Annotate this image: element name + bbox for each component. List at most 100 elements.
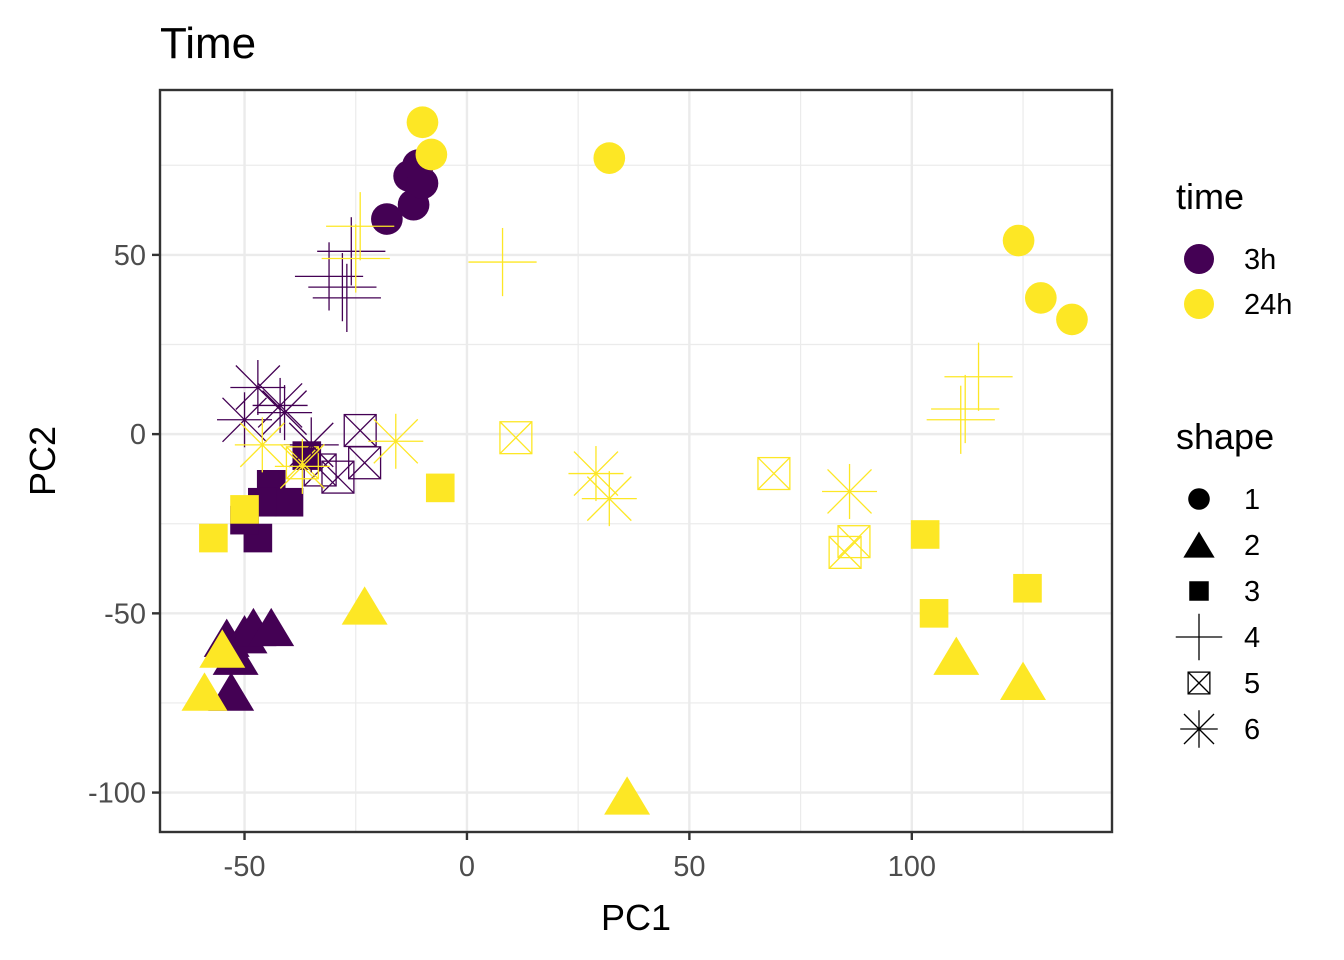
data-point-shape-1-24h	[1002, 224, 1035, 257]
data-point-shape-2-24h	[341, 586, 388, 625]
data-point-shape-4-3h	[317, 217, 386, 286]
box	[499, 421, 533, 455]
data-point-shape-4-3h	[312, 263, 381, 333]
data-point-shape-4-24h	[944, 342, 1013, 411]
data-point-shape-1-3h	[371, 203, 403, 235]
legend-shape-title: shape	[1176, 416, 1274, 457]
data-point-shape-2-24h	[604, 776, 651, 815]
legend-color-key-3h	[1184, 244, 1214, 274]
data-point-shape-4-24h	[931, 374, 1000, 444]
data-point-shape-3-3h	[292, 441, 322, 470]
y-axis: -100 -50 0 50	[88, 240, 160, 810]
data-point-shape-4-24h	[468, 227, 537, 297]
box	[348, 446, 382, 480]
data-point-shape-1-24h	[1024, 282, 1057, 314]
data-point-shape-1-24h	[415, 138, 448, 171]
data-point-shape-1-24h	[1056, 303, 1088, 336]
data-point-shape-3-3h	[274, 487, 304, 517]
box	[757, 456, 791, 491]
legend-shape-label: 3	[1244, 576, 1260, 608]
data-point-shape-4-24h	[326, 192, 395, 261]
legend-shape-key-6	[1180, 710, 1218, 748]
asterisk-stroke	[222, 397, 267, 443]
y-axis-title: PC2	[22, 426, 63, 496]
x-tick-label: -50	[224, 851, 266, 883]
y-tick-label: 0	[130, 419, 146, 451]
asterisk-stroke	[239, 422, 285, 468]
box-diagonal	[828, 535, 862, 569]
legend-shape-label: 6	[1244, 714, 1260, 746]
data-point-shape-6-3h	[217, 392, 273, 448]
data-point-shape-1-3h	[406, 167, 439, 200]
legend-shape-label: 5	[1244, 668, 1260, 700]
data-point-shape-5-24h	[837, 525, 871, 559]
data-point-shape-1-24h	[406, 106, 439, 139]
x-axis: -50 0 50 100	[224, 832, 936, 883]
legend-shape-label: 1	[1244, 484, 1260, 516]
box	[837, 525, 871, 559]
legend-shape-key-2	[1183, 531, 1215, 558]
box	[321, 460, 355, 494]
x-tick-label: 50	[673, 851, 705, 883]
legend-shape-key-3	[1189, 581, 1209, 601]
data-point-shape-2-3h	[248, 607, 295, 647]
legend-shape-entries: 1 2 3 4 5 6	[1175, 484, 1260, 748]
box-diagonal	[499, 421, 533, 455]
asterisk-stroke	[235, 365, 281, 410]
data-point-shape-6-3h	[283, 417, 339, 473]
data-point-shape-5-24h	[757, 456, 791, 491]
asterisk-stroke	[827, 469, 872, 514]
data-point-shape-4-24h	[926, 385, 995, 454]
data-point-shape-3-24h	[425, 473, 455, 503]
data-point-shape-3-24h	[230, 495, 259, 524]
asterisk-stroke	[262, 390, 308, 436]
plot-panel	[158, 88, 1114, 834]
data-point-shape-6-24h	[234, 417, 290, 473]
x-axis-title: PC1	[601, 897, 671, 938]
asterisk-stroke	[586, 476, 632, 522]
data-point-shape-6-24h	[368, 413, 424, 469]
box	[828, 535, 862, 570]
data-point-shape-2-24h	[181, 672, 228, 711]
asterisk-stroke	[288, 422, 334, 468]
asterisk-stroke	[373, 418, 419, 464]
data-points	[181, 106, 1088, 815]
box	[1187, 671, 1211, 695]
asterisk-stroke	[1183, 713, 1215, 745]
data-point-shape-3-24h	[910, 520, 940, 549]
data-point-shape-6-24h	[274, 438, 330, 494]
chart-title: Time	[160, 19, 256, 68]
legend-shape-label: 2	[1244, 530, 1260, 562]
legend-shape-key-4	[1175, 613, 1223, 661]
panel-border	[158, 88, 1114, 834]
box-diagonal	[343, 414, 377, 447]
box-diagonal	[837, 525, 871, 559]
data-point-shape-6-3h	[252, 377, 308, 433]
data-point-shape-6-24h	[581, 471, 637, 527]
box-diagonal	[1187, 671, 1211, 695]
x-tick-label: 100	[888, 851, 936, 883]
x-tick-label: 0	[459, 851, 475, 883]
data-point-shape-2-24h	[199, 629, 246, 668]
data-point-shape-5-24h	[828, 535, 862, 570]
box-diagonal	[321, 460, 355, 494]
legend-color-title: time	[1176, 176, 1244, 217]
data-point-shape-2-24h	[1000, 661, 1046, 700]
data-point-shape-4-24h	[321, 224, 390, 293]
legend-color-label: 3h	[1244, 244, 1276, 276]
data-point-shape-6-24h	[822, 463, 878, 519]
legend-shape-key-1	[1188, 488, 1210, 510]
legend-color-label: 24h	[1244, 289, 1292, 321]
data-point-shape-6-3h	[257, 385, 313, 441]
grid-lines	[160, 90, 1112, 832]
data-point-shape-1-24h	[593, 142, 626, 174]
legend-color-key-24h	[1184, 289, 1214, 319]
data-point-shape-2-24h	[933, 636, 980, 675]
box-diagonal	[757, 457, 791, 490]
legend-shape-label: 4	[1244, 622, 1260, 654]
data-point-shape-3-24h	[1013, 573, 1042, 603]
box-diagonal	[303, 453, 337, 487]
